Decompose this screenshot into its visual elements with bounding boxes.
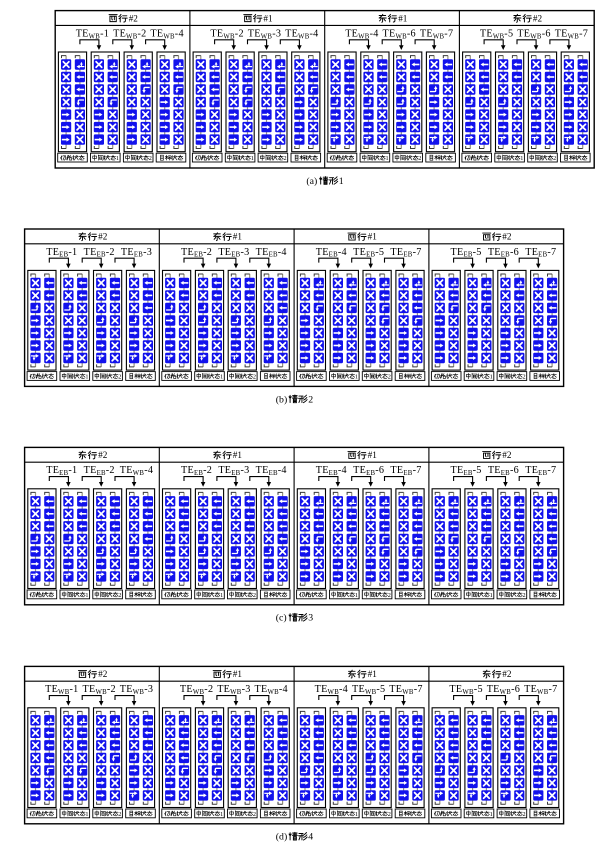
svg-text:#1: #1 xyxy=(368,232,378,242)
svg-text:TEWB-4: TEWB-4 xyxy=(285,28,318,40)
svg-text:#1: #1 xyxy=(233,450,243,460)
svg-text:1: 1 xyxy=(339,176,344,187)
svg-text:TEWB-5: TEWB-5 xyxy=(480,28,513,40)
svg-text:TEEB-3: TEEB-3 xyxy=(218,247,249,259)
svg-text:TEWB-6: TEWB-6 xyxy=(517,28,550,40)
svg-text:TEEB-3: TEEB-3 xyxy=(218,465,249,477)
svg-text:TEWB-7: TEWB-7 xyxy=(389,684,422,696)
svg-text:TEWB-3: TEWB-3 xyxy=(120,684,153,696)
svg-text:TEEB-6: TEEB-6 xyxy=(488,247,519,259)
svg-text:TEEB-6: TEEB-6 xyxy=(488,465,519,477)
svg-text:TEEB-7: TEEB-7 xyxy=(525,465,556,477)
svg-text:3: 3 xyxy=(308,613,313,624)
svg-text:TEWB-1: TEWB-1 xyxy=(45,684,78,696)
svg-text:TEEB-7: TEEB-7 xyxy=(525,247,556,259)
svg-text:#1: #1 xyxy=(233,669,243,679)
svg-text:TEWB-2: TEWB-2 xyxy=(82,684,115,696)
svg-text:#2: #2 xyxy=(502,669,512,679)
svg-text:#1: #1 xyxy=(368,669,378,679)
svg-text:TEEB-4: TEEB-4 xyxy=(316,465,347,477)
svg-text:TEWB-6: TEWB-6 xyxy=(382,28,415,40)
svg-text:(c): (c) xyxy=(276,613,287,624)
svg-text:TEWB-2: TEWB-2 xyxy=(113,28,146,40)
svg-text:#1: #1 xyxy=(398,13,408,23)
svg-text:#2: #2 xyxy=(98,232,108,242)
svg-text:TEEB-4: TEEB-4 xyxy=(256,247,287,259)
svg-text:#2: #2 xyxy=(533,13,543,23)
svg-text:TEWB-7: TEWB-7 xyxy=(524,684,557,696)
svg-text:TEWB-5: TEWB-5 xyxy=(449,684,482,696)
svg-text:#2: #2 xyxy=(98,450,108,460)
svg-text:#1: #1 xyxy=(263,13,273,23)
svg-text:TEWB-4: TEWB-4 xyxy=(254,684,287,696)
svg-text:TEEB-2: TEEB-2 xyxy=(181,465,212,477)
svg-text:TEEB-5: TEEB-5 xyxy=(353,247,384,259)
svg-text:(b): (b) xyxy=(276,394,287,405)
svg-text:TEEB-6: TEEB-6 xyxy=(353,465,384,477)
svg-text:TEWB-2: TEWB-2 xyxy=(210,28,243,40)
svg-text:TEEB-5: TEEB-5 xyxy=(451,247,482,259)
svg-text:TEEB-4: TEEB-4 xyxy=(316,247,347,259)
svg-text:4: 4 xyxy=(308,832,313,843)
svg-text:TEWB-2: TEWB-2 xyxy=(180,684,213,696)
svg-text:#2: #2 xyxy=(98,669,108,679)
svg-text:TEWB-3: TEWB-3 xyxy=(217,684,250,696)
svg-text:TEWB-4: TEWB-4 xyxy=(345,28,378,40)
svg-text:TEEB-7: TEEB-7 xyxy=(390,247,421,259)
svg-text:TEEB-2: TEEB-2 xyxy=(84,247,115,259)
svg-text:TEEB-4: TEEB-4 xyxy=(256,465,287,477)
svg-text:(d): (d) xyxy=(276,832,287,843)
svg-text:TEWB-3: TEWB-3 xyxy=(248,28,281,40)
svg-text:#2: #2 xyxy=(502,232,512,242)
svg-text:TEEB-3: TEEB-3 xyxy=(121,247,152,259)
svg-text:TEWB-5: TEWB-5 xyxy=(352,684,385,696)
svg-text:#2: #2 xyxy=(129,13,139,23)
svg-text:TEEB-2: TEEB-2 xyxy=(181,247,212,259)
svg-text:#2: #2 xyxy=(502,450,512,460)
svg-text:#1: #1 xyxy=(233,232,243,242)
svg-text:TEWB-7: TEWB-7 xyxy=(420,28,453,40)
svg-text:TEWB-4: TEWB-4 xyxy=(150,28,183,40)
svg-text:TEEB-5: TEEB-5 xyxy=(451,465,482,477)
svg-text:#1: #1 xyxy=(368,450,378,460)
svg-text:TEWB-7: TEWB-7 xyxy=(555,28,588,40)
svg-text:TEEB-7: TEEB-7 xyxy=(390,465,421,477)
svg-text:2: 2 xyxy=(308,394,313,405)
svg-text:(a): (a) xyxy=(306,176,317,187)
svg-text:TEEB-1: TEEB-1 xyxy=(46,465,77,477)
svg-text:TEEB-2: TEEB-2 xyxy=(84,465,115,477)
svg-text:TEWB-4: TEWB-4 xyxy=(120,465,153,477)
svg-text:TEEB-1: TEEB-1 xyxy=(46,247,77,259)
svg-text:TEWB-1: TEWB-1 xyxy=(76,28,109,40)
svg-text:TEWB-6: TEWB-6 xyxy=(487,684,520,696)
svg-text:TEWB-4: TEWB-4 xyxy=(315,684,348,696)
